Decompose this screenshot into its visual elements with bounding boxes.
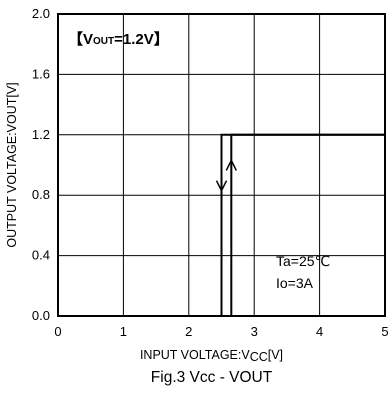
x-tick-label: 2 [185, 324, 192, 339]
arrow-head [215, 180, 228, 193]
temperature-annotation: Ta=25℃ [276, 253, 330, 269]
y-tick-labels: 0.0 0.4 0.8 1.2 1.6 2.0 [32, 6, 50, 323]
condition-label: 【VOUT=1.2V】 [68, 30, 169, 48]
x-tick-label: 0 [54, 324, 61, 339]
x-tick-label: 3 [251, 324, 258, 339]
up-arrow [225, 158, 237, 191]
direction-arrows [215, 158, 237, 193]
x-tick-label: 1 [120, 324, 127, 339]
plot-frame [57, 13, 386, 317]
y-tick-label: 1.2 [32, 127, 50, 142]
arrow-head [225, 158, 237, 171]
x-tick-labels: 0 1 2 3 4 5 [54, 324, 388, 339]
y-tick-label: 1.6 [32, 66, 50, 81]
chart-title: Fig.3 Vcc - VOUT [151, 369, 273, 386]
down-arrow [215, 160, 228, 193]
y-tick-label: 0.8 [32, 187, 50, 202]
y-tick-label: 2.0 [32, 6, 50, 21]
y-axis-label: OUTPUT VOLTAGE:VOUT[V] [5, 82, 19, 247]
y-tick-label: 0.4 [32, 248, 50, 263]
current-annotation: Io=3A [276, 275, 314, 291]
x-tick-label: 5 [381, 324, 388, 339]
x-axis-label: INPUT VOLTAGE:VCC[V] [140, 348, 283, 364]
x-tick-label: 4 [316, 324, 323, 339]
y-tick-label: 0.0 [32, 308, 50, 323]
